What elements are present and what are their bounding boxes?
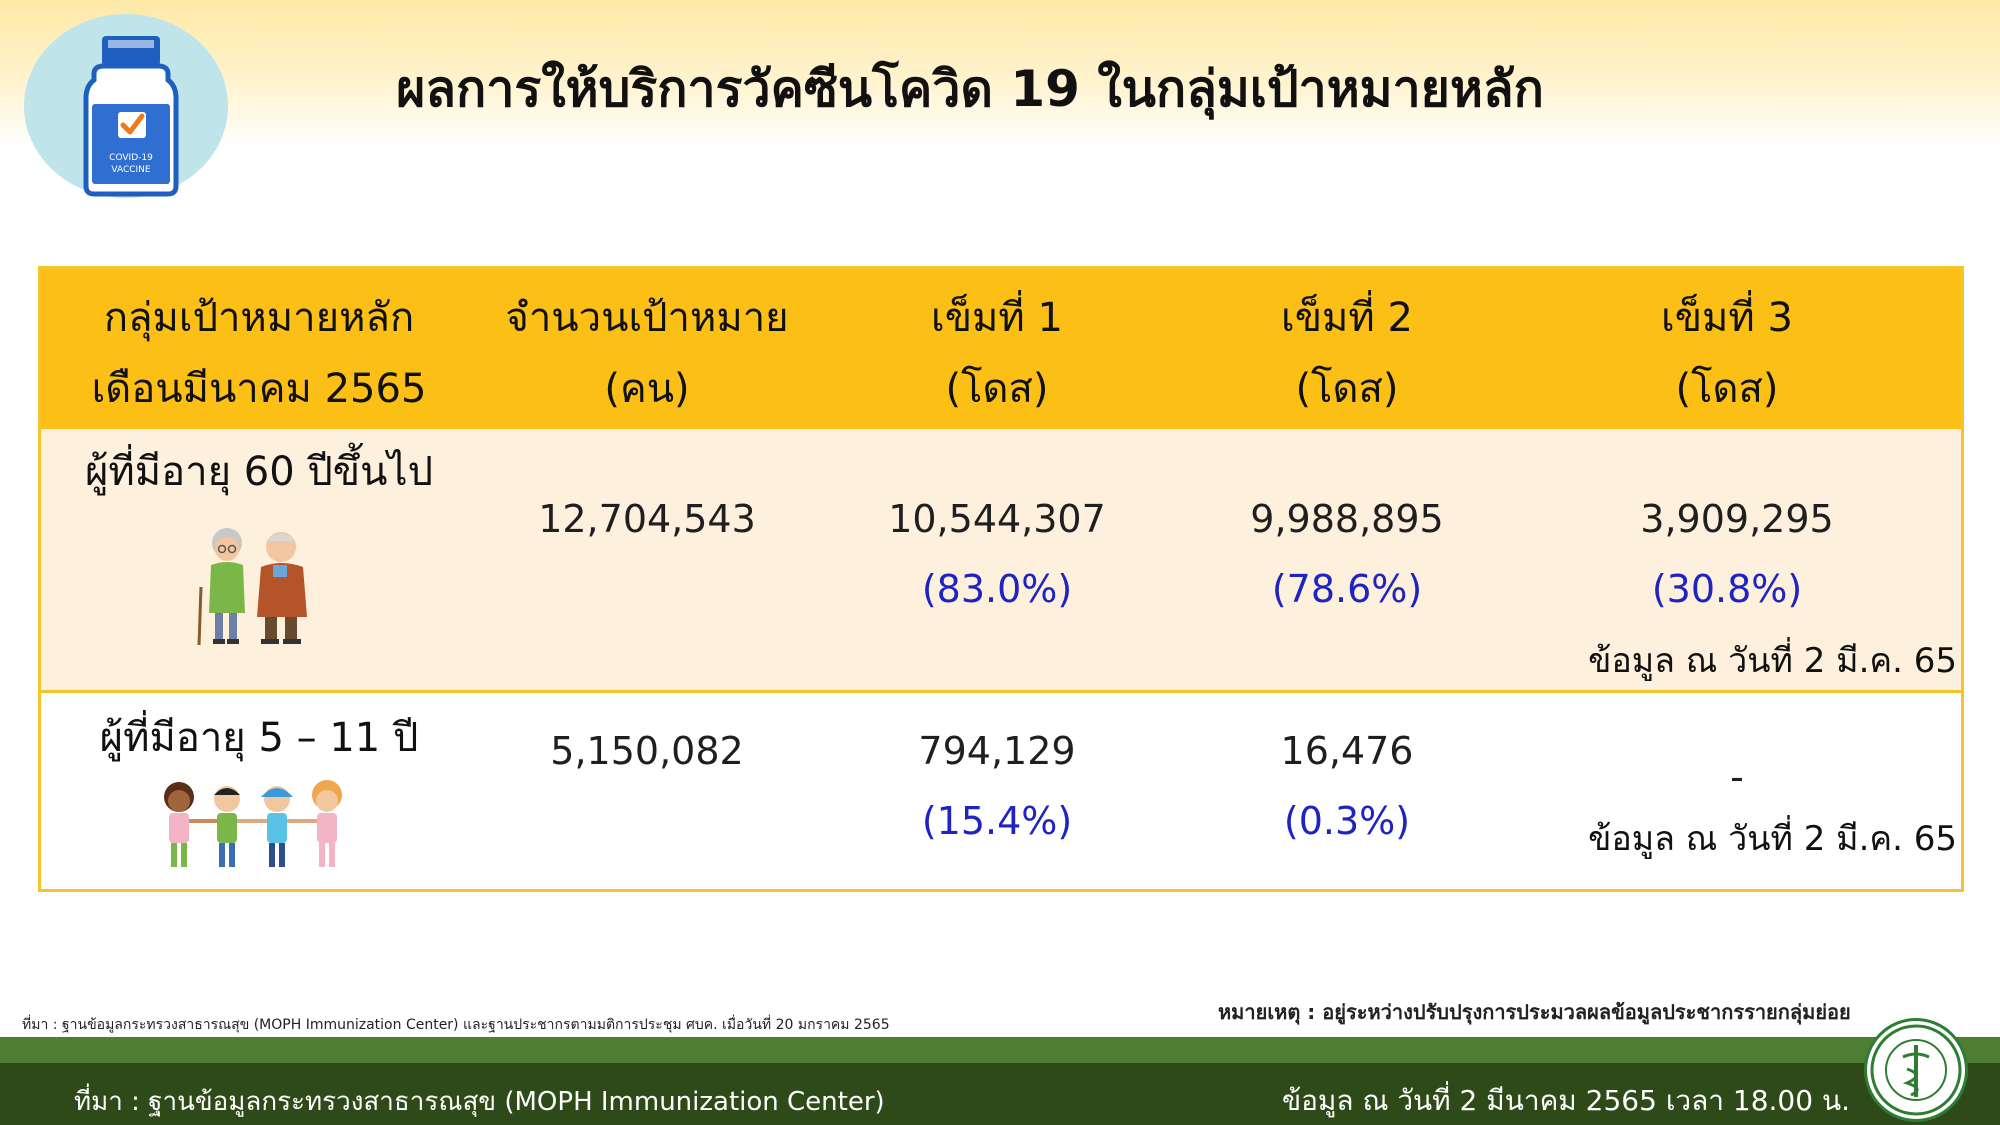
table-header-row: กลุ่มเป้าหมายหลัก เดือนมีนาคม 2565 จำนวน… bbox=[41, 269, 1961, 429]
header-dose-1-line2: (โดส) bbox=[945, 366, 1049, 412]
source-footnote: ที่มา : ฐานข้อมูลกระทรวงสาธารณสุข (MOPH … bbox=[22, 1017, 890, 1033]
title-band bbox=[0, 0, 2000, 150]
page-title: ผลการให้บริการวัคซีนโควิด 19 ในกลุ่มเป้า… bbox=[396, 60, 1544, 118]
vaccine-bottle-icon: COVID-19 VACCINE bbox=[83, 36, 179, 197]
remark-note: หมายเหตุ : อยู่ระหว่างปรับปรุงการประมวลผ… bbox=[1218, 1000, 1851, 1024]
header-target-group-line1: กลุ่มเป้าหมายหลัก bbox=[103, 295, 415, 341]
header-target-count-line2: (คน) bbox=[604, 366, 690, 412]
moph-seal-icon bbox=[1864, 1018, 1968, 1122]
elderly-couple-icon bbox=[197, 528, 307, 646]
header-dose-1: เข็มที่ 1 (โดส) bbox=[817, 283, 1177, 425]
group-label-elderly: ผู้ที่มีอายุ 60 ปีขึ้นไป bbox=[84, 449, 433, 495]
header-dose-1-line1: เข็มที่ 1 bbox=[931, 295, 1063, 341]
footer-bar bbox=[0, 1063, 2000, 1125]
dose3-pct-elderly: (30.8%) bbox=[1651, 567, 1803, 611]
target-elderly: 12,704,543 bbox=[538, 497, 756, 541]
footer-source: ที่มา : ฐานข้อมูลกระทรวงสาธารณสุข (MOPH … bbox=[74, 1087, 885, 1117]
dose2-elderly: 9,988,895 bbox=[1250, 497, 1444, 541]
row-divider bbox=[41, 690, 1961, 693]
header-dose-3: เข็มที่ 3 (โดส) bbox=[1517, 283, 1937, 425]
dose2-pct-elderly: (78.6%) bbox=[1271, 567, 1423, 611]
header-dose-3-line2: (โดส) bbox=[1675, 366, 1779, 412]
dose2-pct-children: (0.3%) bbox=[1283, 799, 1411, 843]
header-dose-2: เข็มที่ 2 (โดส) bbox=[1177, 283, 1517, 425]
dose1-pct-elderly: (83.0%) bbox=[921, 567, 1073, 611]
dose3-elderly: 3,909,295 bbox=[1640, 497, 1834, 541]
children-group-icon bbox=[164, 780, 342, 867]
data-date-note-children: ข้อมูล ณ วันที่ 2 มี.ค. 65 bbox=[1588, 819, 1957, 859]
dose2-children: 16,476 bbox=[1280, 729, 1414, 773]
dose1-children: 794,129 bbox=[918, 729, 1076, 773]
dose3-children: - bbox=[1730, 755, 1744, 799]
table-row-elderly: ผู้ที่มีอายุ 60 ปีขึ้นไป 12,704,543 10,5… bbox=[41, 429, 1961, 690]
dose1-pct-children: (15.4%) bbox=[921, 799, 1073, 843]
vaccination-table: กลุ่มเป้าหมายหลัก เดือนมีนาคม 2565 จำนวน… bbox=[38, 266, 1964, 892]
footer-date: ข้อมูล ณ วันที่ 2 มีนาคม 2565 เวลา 18.00… bbox=[1281, 1084, 1850, 1117]
header-target-count: จำนวนเป้าหมาย (คน) bbox=[477, 283, 817, 425]
data-date-note-elderly: ข้อมูล ณ วันที่ 2 มี.ค. 65 bbox=[1588, 641, 1957, 681]
header-target-group-line2: เดือนมีนาคม 2565 bbox=[91, 366, 427, 412]
header-dose-2-line2: (โดส) bbox=[1295, 366, 1399, 412]
table-row-children: ผู้ที่มีอายุ 5 – 11 ปี bbox=[41, 693, 1961, 889]
dose1-elderly: 10,544,307 bbox=[888, 497, 1106, 541]
group-label-children: ผู้ที่มีอายุ 5 – 11 ปี bbox=[99, 715, 419, 761]
logo-text-covid: COVID-19 bbox=[109, 153, 153, 163]
header-target-group: กลุ่มเป้าหมายหลัก เดือนมีนาคม 2565 bbox=[41, 283, 477, 425]
footer-strip bbox=[0, 1037, 2000, 1063]
header-target-count-line1: จำนวนเป้าหมาย bbox=[505, 295, 789, 341]
logo: COVID-19 VACCINE bbox=[24, 14, 228, 198]
header-dose-2-line1: เข็มที่ 2 bbox=[1281, 295, 1413, 341]
target-children: 5,150,082 bbox=[550, 729, 744, 773]
logo-text-vaccine: VACCINE bbox=[111, 165, 151, 175]
header-dose-3-line1: เข็มที่ 3 bbox=[1661, 295, 1793, 341]
